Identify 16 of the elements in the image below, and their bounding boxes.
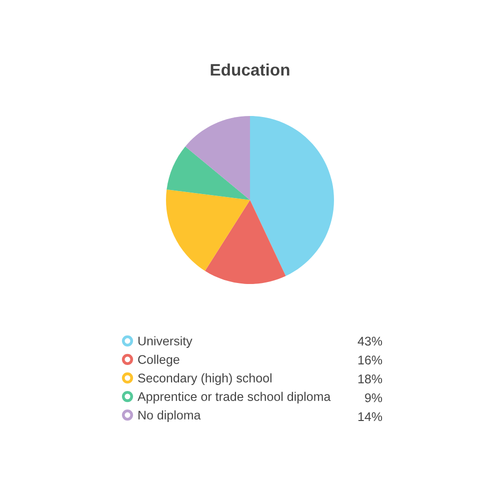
data-label: 43% (358, 336, 382, 346)
legend-label: Apprentice or trade school diploma (138, 392, 331, 404)
pie-slice (166, 146, 250, 200)
data-label: 14% (358, 412, 382, 422)
pie-slice (166, 189, 250, 271)
pie-slice (185, 116, 250, 200)
legend-label: University (138, 336, 192, 348)
legend-label: No diploma (138, 410, 201, 422)
pie-slice (204, 200, 286, 284)
data-label: 16% (358, 356, 382, 364)
legend-label: College (138, 354, 180, 366)
chart-title: Education (210, 63, 290, 76)
legend-label: Secondary (high) school (138, 373, 272, 385)
data-label: 9% (365, 393, 382, 402)
data-label: 18% (358, 374, 382, 384)
pie-slice (250, 116, 334, 276)
